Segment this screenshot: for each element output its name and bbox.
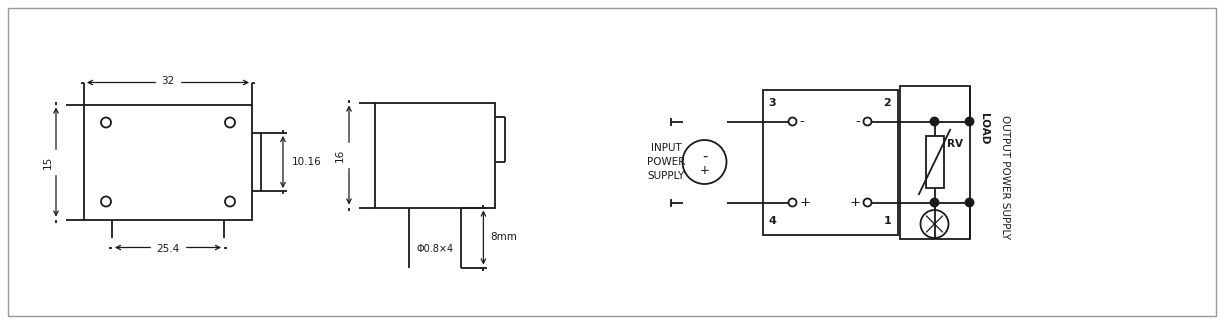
Text: 1: 1 [884,215,891,226]
Text: INPUT: INPUT [651,143,682,153]
Text: SUPPLY: SUPPLY [647,171,685,181]
Text: -: - [856,115,860,128]
Circle shape [966,199,973,206]
Text: +: + [849,196,860,209]
Text: 4: 4 [769,215,776,226]
Text: OUTPUT POWER SUPPLY: OUTPUT POWER SUPPLY [1000,115,1011,239]
Text: LOAD: LOAD [978,113,989,144]
Text: 8mm: 8mm [490,233,517,242]
Bar [900,86,969,238]
Text: 16: 16 [335,148,345,162]
Bar [763,89,897,235]
Text: +: + [700,164,710,177]
Text: +: + [799,196,810,209]
Text: 2: 2 [884,98,891,109]
Text: 25.4: 25.4 [157,244,180,253]
Text: POWER: POWER [647,157,685,167]
Text: -: - [799,115,804,128]
Circle shape [966,118,973,125]
Bar [375,102,494,207]
Text: -: - [701,148,707,164]
Text: 10.16: 10.16 [293,157,322,167]
Text: 32: 32 [162,76,175,87]
Text: Φ0.8×4: Φ0.8×4 [416,245,454,254]
Circle shape [930,199,939,206]
Text: 15: 15 [43,156,53,168]
Bar [925,136,944,188]
Text: 3: 3 [769,98,776,109]
Bar [84,105,252,219]
Text: RV: RV [947,139,963,149]
Circle shape [930,118,939,125]
